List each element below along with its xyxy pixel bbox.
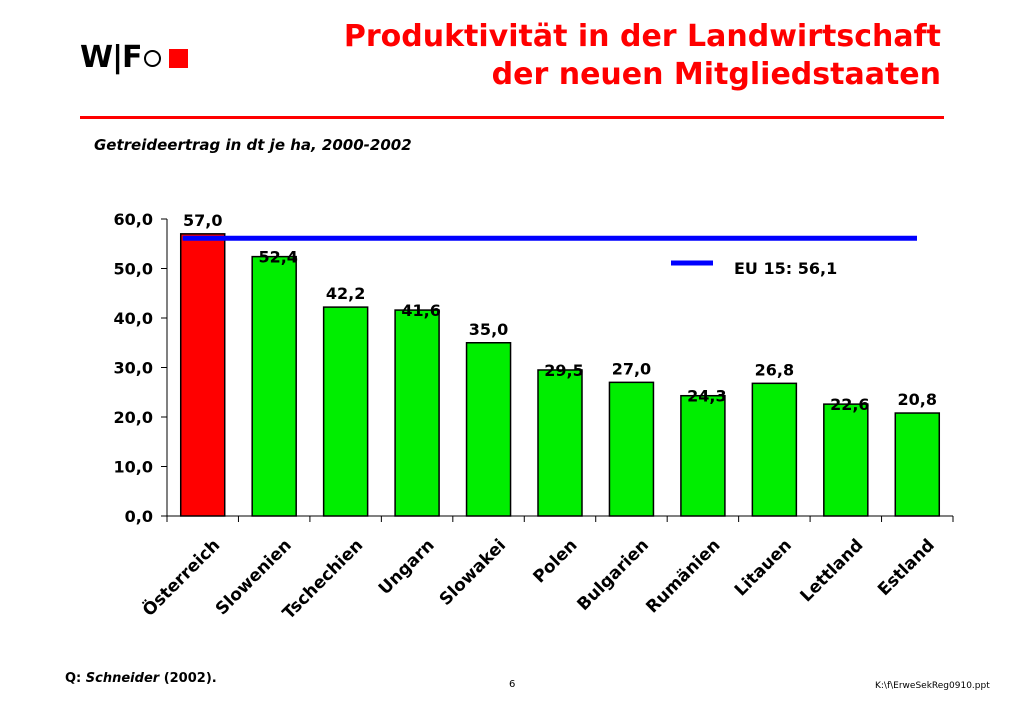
category-label: Litauen xyxy=(731,535,796,600)
category-label: Polen xyxy=(529,535,581,587)
bar xyxy=(394,309,440,517)
title-divider xyxy=(80,116,944,119)
value-label: 52,4 xyxy=(258,248,297,267)
title-line-1: Produktivität in der Landwirtschaft xyxy=(343,19,941,54)
value-label: 22,6 xyxy=(830,395,869,414)
wifo-logo: W|F xyxy=(80,43,188,73)
y-tick-label: 30,0 xyxy=(114,359,153,378)
category-label: Österreich xyxy=(138,534,225,621)
y-tick-label: 20,0 xyxy=(114,408,153,427)
value-label: 29,5 xyxy=(544,361,583,380)
y-tick-label: 50,0 xyxy=(114,260,153,279)
bar xyxy=(894,412,941,517)
category-label: Rumänien xyxy=(642,535,724,617)
bar xyxy=(322,306,369,517)
logo-square-icon xyxy=(168,48,188,68)
value-label: 35,0 xyxy=(469,320,508,339)
source-prefix: Q: xyxy=(65,671,86,686)
value-label: 20,8 xyxy=(898,390,937,409)
value-label: 41,6 xyxy=(401,301,440,320)
y-tick-label: 10,0 xyxy=(114,458,153,477)
title-line-2: der neuen Mitgliedstaaten xyxy=(491,57,941,92)
bar xyxy=(251,255,297,517)
bar xyxy=(537,369,583,517)
file-path: K:\f\ErweSekReg0910.ppt xyxy=(875,681,990,691)
bar xyxy=(680,394,726,517)
bar xyxy=(823,403,869,517)
value-label: 26,8 xyxy=(755,360,794,379)
category-label: Ungarn xyxy=(375,535,439,599)
source-note: Q: Schneider (2002). xyxy=(65,671,217,686)
bar xyxy=(179,233,226,517)
value-label: 57,0 xyxy=(183,211,222,230)
y-tick-label: 60,0 xyxy=(114,210,153,229)
category-label: Estland xyxy=(874,535,939,600)
page-title: Produktivität in der Landwirtschaft der … xyxy=(301,18,941,94)
y-tick-label: 0,0 xyxy=(125,507,153,526)
source-year: (2002). xyxy=(159,671,217,686)
value-label: 24,3 xyxy=(687,387,726,406)
source-author: Schneider xyxy=(85,671,160,686)
chart-subtitle: Getreideertrag in dt je ha, 2000-2002 xyxy=(94,136,412,154)
legend-label: EU 15: 56,1 xyxy=(734,259,837,278)
category-label: Bulgarien xyxy=(574,535,653,614)
category-label: Lettland xyxy=(797,535,868,606)
logo-circle-icon xyxy=(143,49,161,67)
logo-text: W|F xyxy=(80,40,143,75)
bar xyxy=(751,382,798,517)
value-label: 42,2 xyxy=(326,284,365,303)
bar xyxy=(608,381,655,517)
page-number: 6 xyxy=(509,679,516,690)
bar xyxy=(465,342,512,517)
y-tick-label: 40,0 xyxy=(114,309,153,328)
category-label: Slowakei xyxy=(436,535,510,609)
value-label: 27,0 xyxy=(612,359,651,378)
